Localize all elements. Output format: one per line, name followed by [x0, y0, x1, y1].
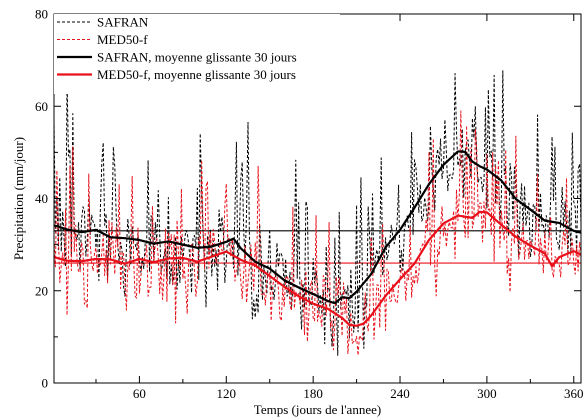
x-tick-label: 180 — [303, 386, 323, 401]
x-tick-label: 60 — [133, 386, 146, 401]
legend-entry-label: SAFRAN — [97, 15, 149, 30]
med50f-moving-average-line — [53, 210, 582, 327]
x-axis-label: Temps (jours de l'annee) — [254, 402, 381, 417]
safran-moving-average-line — [53, 150, 582, 305]
y-tick-label: 60 — [35, 99, 48, 114]
x-tick-label: 300 — [477, 386, 497, 401]
legend: SAFRAN MED50-f SAFRAN, moyenne glissante 3… — [54, 14, 340, 94]
legend-entry-label: SAFRAN, moyenne glissante 30 jours — [97, 50, 297, 65]
y-axis-label: Precipitation (mm/jour) — [11, 137, 26, 260]
x-tick-label: 240 — [390, 386, 410, 401]
safran-daily-line — [53, 70, 582, 356]
y-tick-label: 80 — [35, 7, 48, 22]
x-tick-label: 360 — [564, 386, 583, 401]
axis-ticks: 60 120 180 240 300 360 0 20 40 60 80 — [35, 7, 583, 402]
x-tick-label: 120 — [217, 386, 237, 401]
series-layer — [53, 70, 582, 356]
y-tick-label: 0 — [42, 376, 49, 391]
legend-entry-label: MED50-f — [97, 32, 148, 47]
legend-entry-label: MED50-f, moyenne glissante 30 jours — [97, 67, 296, 82]
legend-background — [54, 14, 340, 94]
med50f-daily-line — [53, 110, 582, 356]
y-tick-label: 20 — [35, 283, 48, 298]
y-tick-label: 40 — [35, 191, 48, 206]
